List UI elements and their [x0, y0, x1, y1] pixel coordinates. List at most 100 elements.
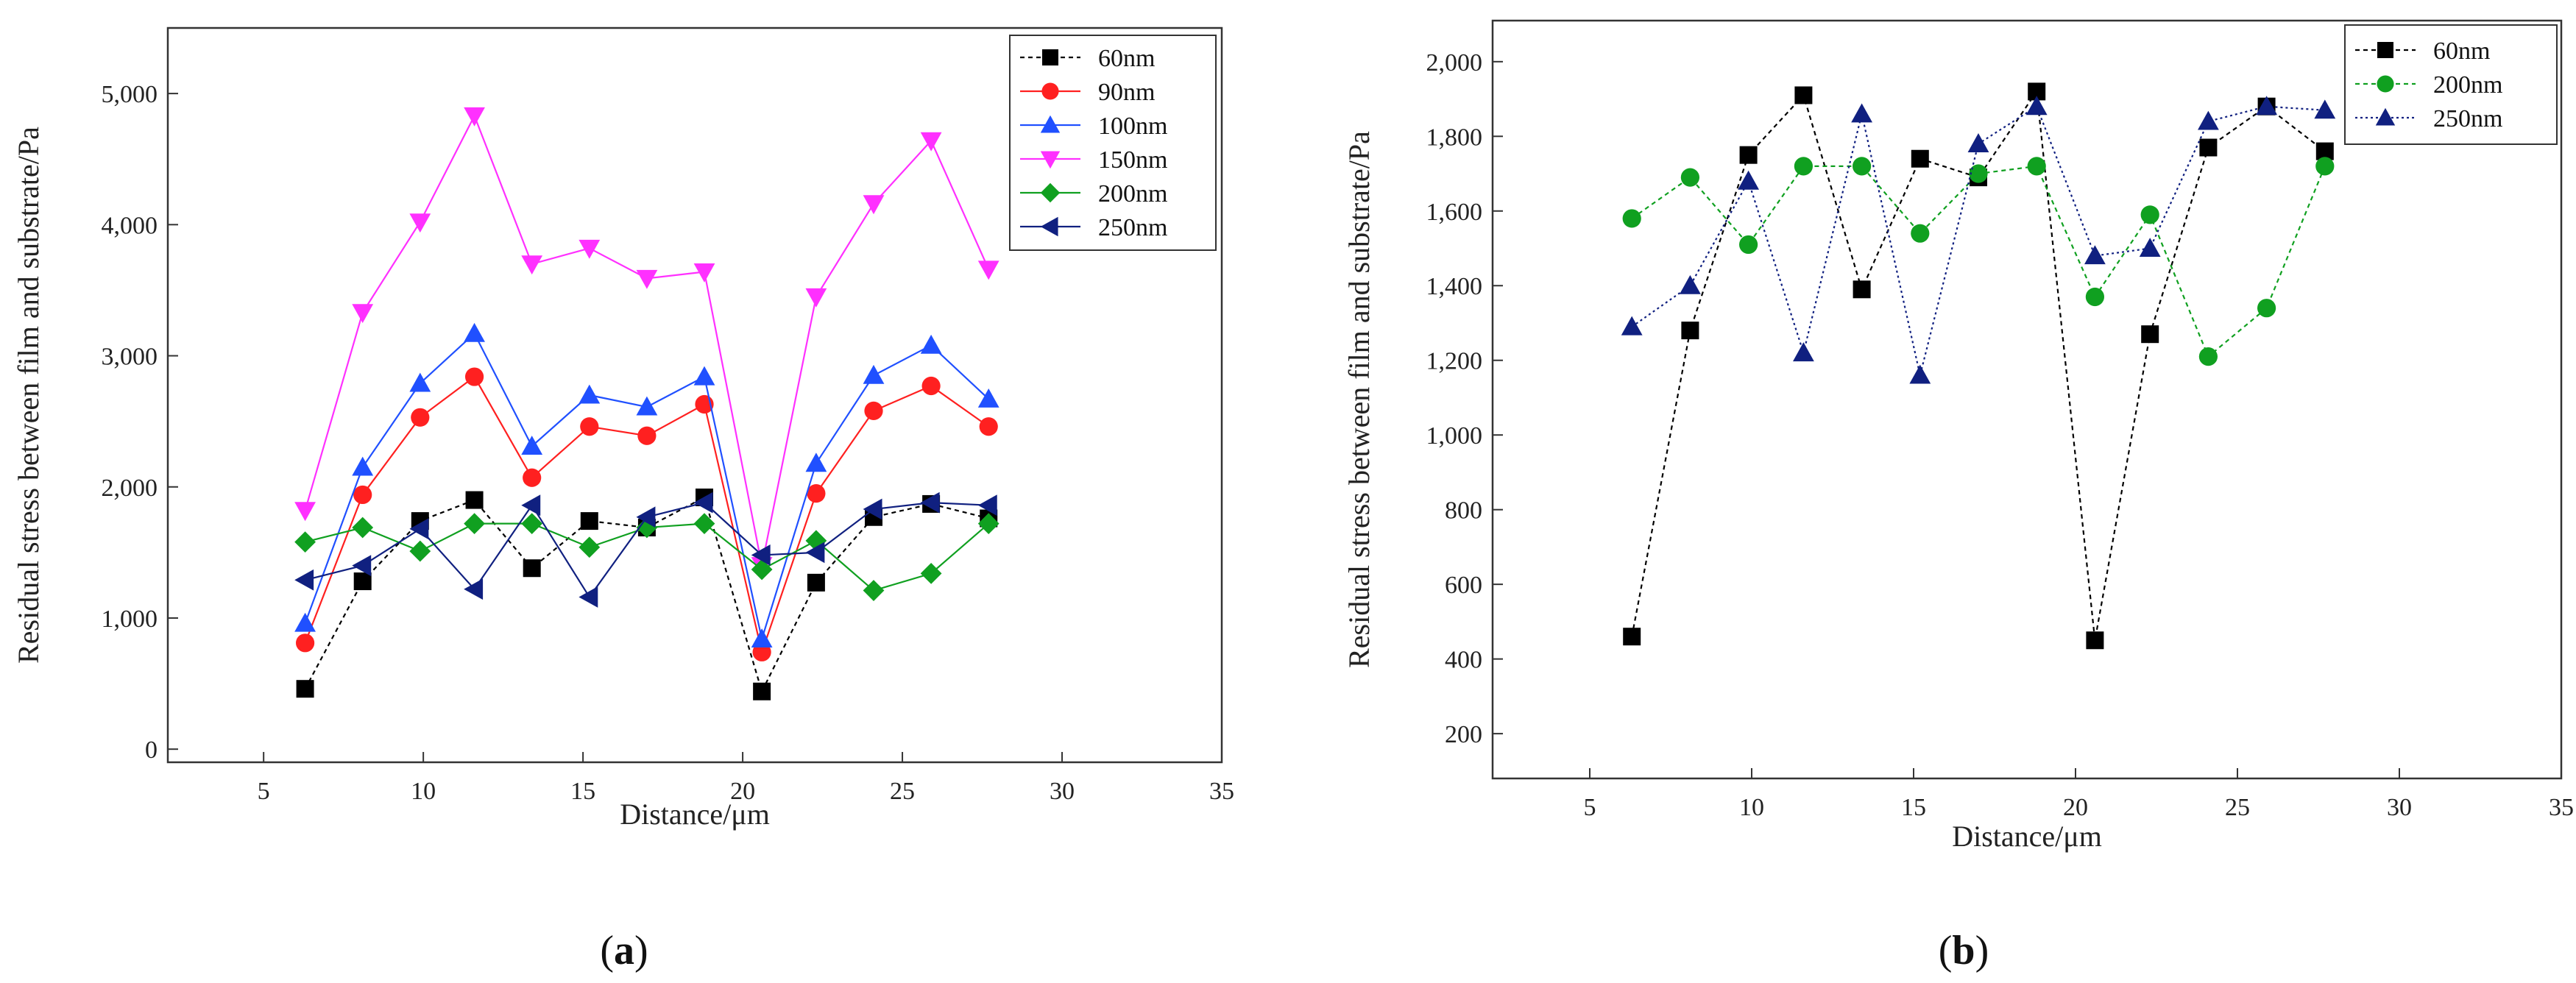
chart-a-point-90nm	[295, 634, 315, 653]
chart-b-x-tick-label: 25	[2225, 794, 2250, 821]
chart-b-y-tick-label: 1,200	[1426, 348, 1483, 375]
chart-a-point-200nm	[578, 536, 601, 558]
chart-a-point-100nm	[464, 322, 485, 342]
chart-a-caption-close: )	[634, 928, 648, 973]
chart-b-x-tick-label: 15	[1901, 794, 1926, 821]
chart-b-point-250nm	[1967, 133, 1989, 152]
chart-b-legend-item: 60nm	[2355, 38, 2490, 65]
chart-a-legend-label: 100nm	[1098, 113, 1167, 140]
chart-a-point-250nm	[636, 506, 656, 528]
chart-b-legend-label: 60nm	[2433, 38, 2490, 65]
chart-a-point-100nm	[751, 628, 773, 647]
chart-b-point-60nm	[2028, 82, 2046, 101]
chart-a-point-90nm	[353, 485, 372, 505]
chart-a-legend-item: 250nm	[1020, 214, 1167, 241]
chart-a-legend-marker	[1040, 151, 1061, 169]
chart-a-point-90nm	[580, 417, 599, 436]
chart-b-point-250nm	[2139, 238, 2161, 258]
chart-a-x-tick-label: 20	[730, 778, 755, 805]
chart-a-y-tick-label: 3,000	[102, 344, 158, 371]
chart-b-point-60nm	[1853, 280, 1871, 299]
chart-a-point-90nm	[921, 376, 941, 396]
chart-b-y-tick-label: 200	[1445, 721, 1482, 748]
chart-a-point-150nm	[636, 269, 658, 289]
chart-a-legend-marker	[1040, 182, 1061, 203]
chart-a-legend-box	[1009, 35, 1217, 251]
chart-a-point-60nm	[353, 572, 372, 591]
chart-a-point-90nm	[523, 468, 542, 487]
chart-a-point-60nm	[465, 491, 484, 509]
chart-a-series-200nm	[294, 513, 999, 601]
chart-b-point-60nm	[1623, 628, 1641, 646]
chart-a-point-150nm	[578, 239, 601, 259]
chart-b-x-tick-label: 30	[2387, 794, 2412, 821]
chart-a-x-tick-label: 30	[1050, 778, 1075, 805]
chart-a-line-150nm	[304, 113, 990, 566]
chart-a-point-200nm	[693, 513, 715, 535]
chart-a-legend-item: 200nm	[1020, 180, 1167, 207]
chart-a-caption-letter: a	[614, 928, 634, 973]
chart-a-frame	[166, 26, 1223, 764]
chart-b-legend-item: 250nm	[2355, 105, 2502, 132]
chart-b-point-200nm	[1680, 168, 1699, 187]
chart-b-y-tick-label: 1,600	[1426, 199, 1483, 226]
chart-a-legend-label: 60nm	[1098, 45, 1155, 72]
chart-a-point-60nm	[296, 680, 314, 698]
chart-b-point-200nm	[1911, 224, 1930, 243]
chart-b-point-250nm	[2198, 110, 2219, 130]
chart-a-y-tick-label: 4,000	[102, 212, 158, 239]
chart-a-point-100nm	[863, 364, 885, 384]
chart-a-caption: (a)	[600, 928, 648, 973]
chart-b: 5 10 15 20 25 30 35 200 400 600 800 1,000 1,200 1,400…	[1342, 19, 2575, 973]
chart-a-point-200nm	[521, 513, 543, 535]
chart-a-point-90nm	[411, 408, 430, 427]
chart-a-point-150nm	[693, 263, 715, 283]
chart-a-legend-item: 100nm	[1020, 113, 1167, 140]
chart-a-point-150nm	[294, 502, 316, 522]
chart-a-line-100nm	[304, 332, 989, 642]
chart-a-point-200nm	[920, 562, 942, 584]
chart-a-x-label: Distance/μm	[620, 798, 770, 831]
chart-b-caption-open: (	[1939, 928, 1953, 973]
chart-a-legend-marker	[1041, 82, 1059, 100]
chart-a-point-60nm	[580, 512, 598, 530]
chart-a-legend-item: 60nm	[1020, 45, 1155, 72]
chart-b-axes: 5 10 15 20 25 30 35 200 400 600 800 1,000 1,200 1,400…	[1426, 49, 2575, 821]
chart-a-point-250nm	[920, 492, 940, 514]
chart-b-series-250nm	[1621, 96, 2336, 384]
chart-b-legend-marker	[2377, 42, 2393, 58]
chart-b-point-60nm	[1739, 146, 1758, 164]
chart-b-point-200nm	[2085, 287, 2104, 307]
chart-b-point-200nm	[2198, 347, 2218, 366]
chart-a-point-150nm	[521, 255, 543, 275]
chart-a-legend-label: 200nm	[1098, 180, 1167, 207]
chart-b-point-60nm	[2199, 138, 2218, 157]
chart-a-point-90nm	[464, 367, 484, 386]
chart-a-y-tick-label: 5,000	[102, 81, 158, 108]
chart-a-point-100nm	[636, 396, 658, 416]
chart-b-y-tick-label: 400	[1445, 647, 1482, 674]
chart-a-point-200nm	[294, 531, 316, 553]
chart-b-y-tick-label: 2,000	[1426, 49, 1483, 77]
chart-a-point-250nm	[352, 555, 372, 577]
chart-a-legend-label: 150nm	[1098, 146, 1167, 174]
chart-b-point-200nm	[1853, 157, 1872, 176]
chart-a-y-tick-label: 2,000	[102, 475, 158, 502]
chart-b-caption-close: )	[1975, 928, 1989, 973]
chart-a-point-250nm	[693, 492, 713, 514]
chart-b-point-200nm	[2257, 299, 2276, 318]
chart-b-point-200nm	[2315, 157, 2335, 176]
chart-b-point-250nm	[2256, 96, 2277, 116]
chart-b-point-250nm	[1851, 103, 1872, 123]
chart-b-point-60nm	[1681, 322, 1699, 340]
chart-a-point-200nm	[977, 513, 999, 535]
chart-a-series-250nm	[294, 492, 997, 608]
chart-b-frame	[1491, 19, 2563, 780]
chart-a-point-100nm	[521, 436, 543, 455]
chart-b-point-60nm	[1794, 86, 1813, 104]
chart-b-x-tick-label: 10	[1739, 794, 1764, 821]
chart-a-x-tick-label: 15	[570, 778, 595, 805]
chart-b-x-label: Distance/μm	[1952, 820, 2102, 853]
chart-b-series-200nm	[1622, 157, 2335, 366]
